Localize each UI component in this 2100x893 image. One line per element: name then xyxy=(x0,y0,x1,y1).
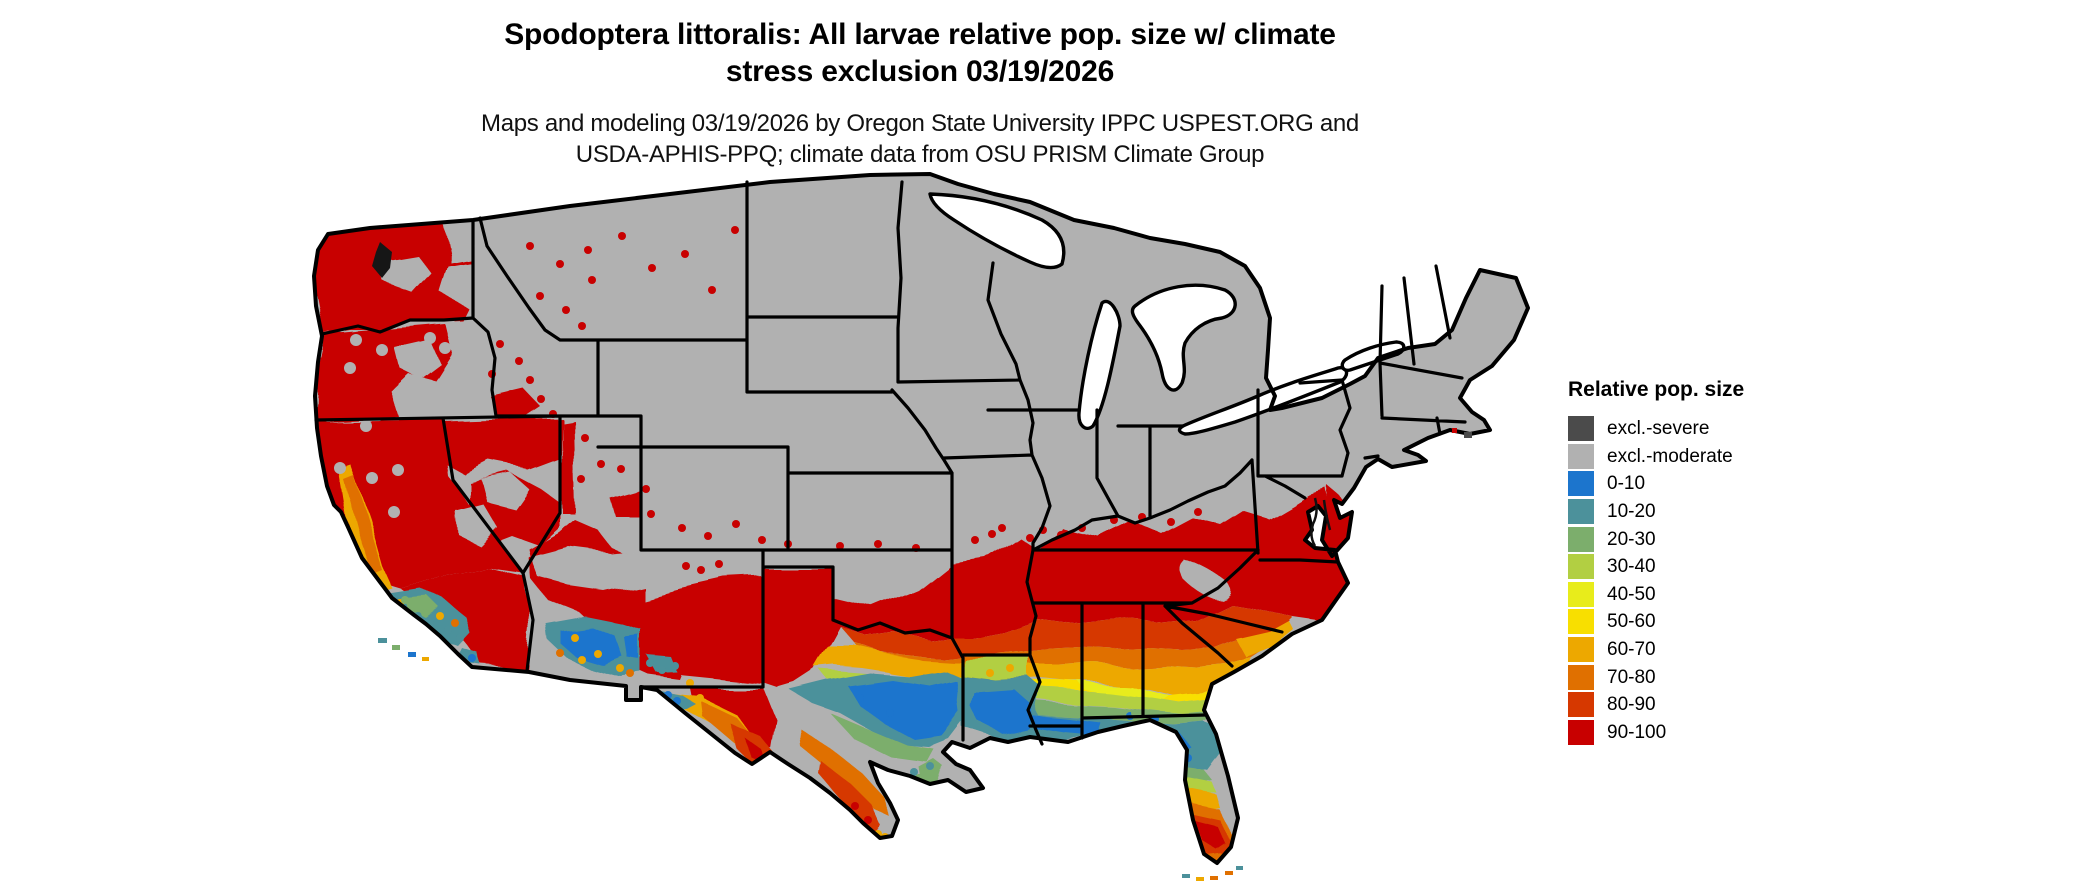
legend-swatch-icon xyxy=(1568,692,1594,718)
islands xyxy=(378,428,1472,881)
legend-item: 0-10 xyxy=(1568,470,1868,498)
state-borders xyxy=(314,180,1467,746)
legend-swatch-icon xyxy=(1568,554,1594,580)
legend-swatch-icon xyxy=(1568,526,1594,552)
legend-item: 40-50 xyxy=(1568,581,1868,609)
legend-item-label: 20-30 xyxy=(1607,528,1656,550)
legend-item-label: excl.-moderate xyxy=(1607,445,1733,467)
legend-item-label: 60-70 xyxy=(1607,639,1656,661)
legend-item: excl.-severe xyxy=(1568,415,1868,443)
legend-items: excl.-severe excl.-moderate 0-10 10-20 2… xyxy=(1568,415,1868,746)
legend-swatch-icon xyxy=(1568,664,1594,690)
legend-item: 30-40 xyxy=(1568,553,1868,581)
map-subtitle-line1: Maps and modeling 03/19/2026 by Oregon S… xyxy=(481,110,1359,137)
legend: Relative pop. size excl.-severe excl.-mo… xyxy=(1568,378,1868,746)
legend-swatch-icon xyxy=(1568,719,1594,745)
raster-layer xyxy=(314,174,1528,863)
map-title-line1: Spodoptera littoralis: All larvae relati… xyxy=(504,18,1336,51)
legend-item: 20-30 xyxy=(1568,525,1868,553)
chesapeake-bay xyxy=(1310,497,1332,547)
legend-swatch-icon xyxy=(1568,609,1594,635)
legend-item-label: 10-20 xyxy=(1607,501,1656,523)
legend-item-label: 30-40 xyxy=(1607,556,1656,578)
legend-item-label: 0-10 xyxy=(1607,473,1646,495)
legend-swatch-icon xyxy=(1568,637,1594,663)
map-subtitle-line2: USDA-APHIS-PPQ; climate data from OSU PR… xyxy=(575,141,1265,168)
legend-item-label: excl.-severe xyxy=(1607,418,1710,440)
legend-item: 70-80 xyxy=(1568,663,1868,691)
lake-huron xyxy=(1130,283,1237,392)
great-lakes xyxy=(928,192,1406,436)
lake-superior xyxy=(928,192,1066,270)
legend-swatch-icon xyxy=(1568,581,1594,607)
lake-michigan xyxy=(1077,299,1122,431)
legend-item: 90-100 xyxy=(1568,719,1868,747)
map-title-line2: stress exclusion 03/19/2026 xyxy=(725,55,1115,88)
us-outline xyxy=(312,172,1530,865)
us-map xyxy=(312,172,1530,881)
legend-item-label: 40-50 xyxy=(1607,583,1656,605)
legend-swatch-icon xyxy=(1568,416,1594,442)
map-subtitle: Maps and modeling 03/19/2026 by Oregon S… xyxy=(220,108,1620,170)
map-title: Spodoptera littoralis: All larvae relati… xyxy=(220,16,1620,90)
legend-title: Relative pop. size xyxy=(1568,378,1745,401)
us-map-area xyxy=(230,168,1550,888)
legend-swatch-icon xyxy=(1568,499,1594,525)
legend-item: 80-90 xyxy=(1568,691,1868,719)
legend-swatch-icon xyxy=(1568,443,1594,469)
puget-sound xyxy=(372,242,392,278)
legend-item-label: 50-60 xyxy=(1607,611,1656,633)
legend-item-label: 80-90 xyxy=(1607,694,1656,716)
legend-item: 60-70 xyxy=(1568,636,1868,664)
legend-swatch-icon xyxy=(1568,471,1594,497)
legend-item: 10-20 xyxy=(1568,498,1868,526)
legend-item: 50-60 xyxy=(1568,608,1868,636)
legend-item-label: 90-100 xyxy=(1607,721,1667,743)
legend-item-label: 70-80 xyxy=(1607,666,1656,688)
legend-item: excl.-moderate xyxy=(1568,443,1868,471)
